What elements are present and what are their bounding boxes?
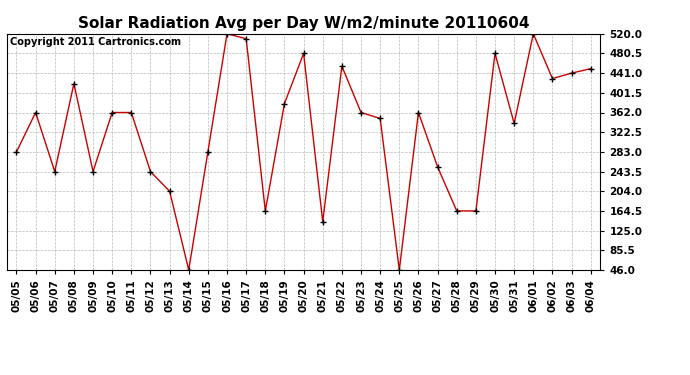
Text: Copyright 2011 Cartronics.com: Copyright 2011 Cartronics.com <box>10 37 181 47</box>
Title: Solar Radiation Avg per Day W/m2/minute 20110604: Solar Radiation Avg per Day W/m2/minute … <box>78 16 529 31</box>
